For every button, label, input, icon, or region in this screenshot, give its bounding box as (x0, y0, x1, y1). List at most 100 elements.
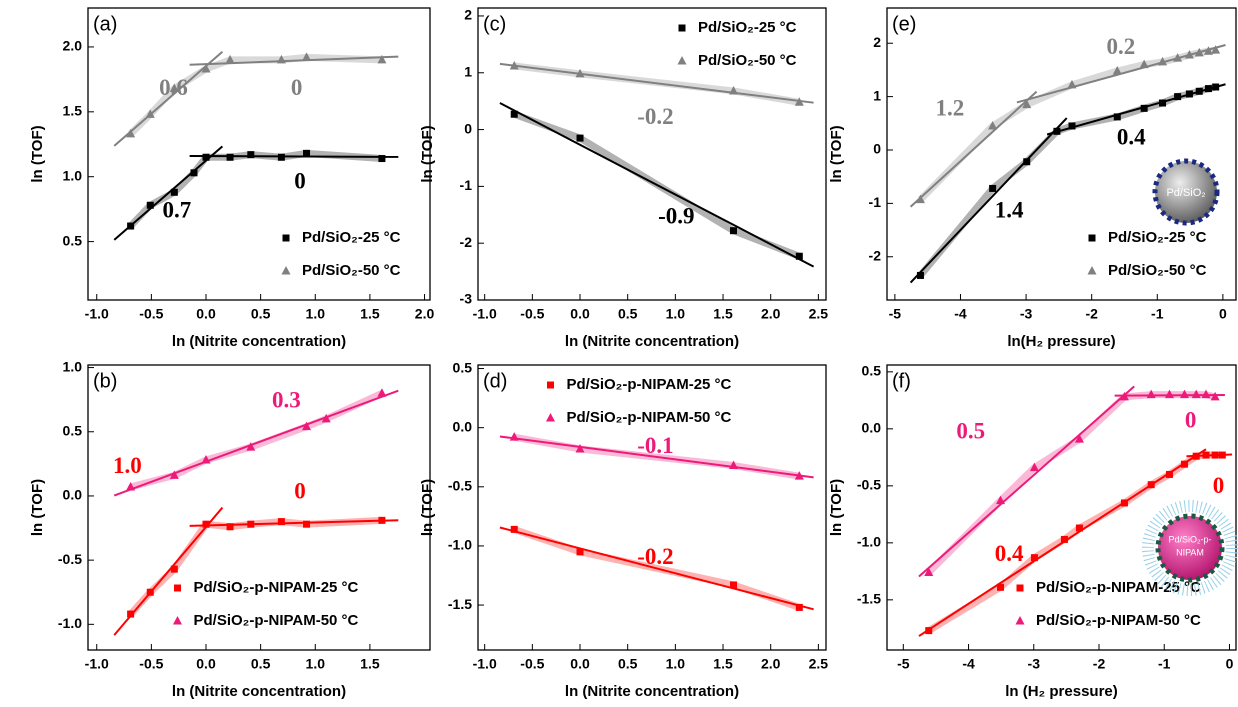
y-axis-label: ln (TOF) (828, 479, 845, 536)
legend-entry: Pd/SiO₂-50 °C (698, 52, 797, 69)
legend-label: Pd/SiO₂-p-NIPAM-50 °C (1036, 612, 1201, 629)
marker (1060, 535, 1068, 543)
legend-label: Pd/SiO₂-p-NIPAM-25 °C (194, 579, 359, 596)
legend-entry: Pd/SiO₂-50 °C (1108, 262, 1207, 279)
marker (1075, 524, 1083, 532)
y-tick-label: -2 (460, 234, 473, 250)
marker (247, 151, 255, 159)
slope-label: -0.2 (637, 544, 673, 569)
marker (1088, 234, 1096, 242)
slope-label: 0.5 (956, 419, 985, 444)
marker (1053, 127, 1061, 135)
x-tick-label: -2 (1093, 656, 1106, 672)
marker (1212, 83, 1220, 91)
legend-label: Pd/SiO₂-p-NIPAM-25 °C (1036, 579, 1201, 596)
marker (1202, 451, 1210, 459)
y-tick-label: -0.5 (857, 477, 881, 493)
x-tick-label: 1.5 (713, 656, 733, 672)
marker (225, 54, 235, 64)
marker (1204, 85, 1212, 93)
marker (377, 54, 387, 64)
legend-entry: Pd/SiO₂-p-NIPAM-25 °C (194, 579, 359, 596)
y-tick-label: 0.5 (453, 359, 473, 375)
y-tick-label: -1.0 (857, 534, 881, 550)
y-tick-label: 0 (464, 120, 472, 136)
x-tick-label: -5 (889, 306, 902, 322)
marker (1201, 389, 1211, 399)
x-axis-label: ln (Nitrite concentration) (565, 333, 739, 350)
y-tick-label: -1.5 (857, 591, 881, 607)
x-tick-label: 1.5 (360, 306, 380, 322)
legend-label: Pd/SiO₂-25 °C (1108, 229, 1207, 246)
marker (303, 520, 311, 528)
x-tick-label: 1.0 (306, 656, 326, 672)
x-axis-label: ln (Nitrite concentration) (172, 333, 346, 350)
x-tick-label: 1.5 (713, 306, 733, 322)
x-axis-label: ln (Nitrite concentration) (565, 683, 739, 700)
x-tick-label: 0.5 (618, 656, 638, 672)
marker (576, 548, 584, 556)
legend-label: Pd/SiO₂-p-NIPAM-50 °C (194, 612, 359, 629)
y-tick-label: 0.5 (63, 232, 83, 248)
marker (201, 63, 211, 73)
legend-label: Pd/SiO₂-25 °C (302, 229, 401, 246)
slope-label: 0 (1213, 473, 1225, 498)
legend-entry: Pd/SiO₂-p-NIPAM-50 °C (194, 612, 359, 629)
legend-entry: Pd/SiO₂-50 °C (302, 262, 401, 279)
plot-frame (886, 7, 1237, 301)
panel-label: (c) (483, 13, 506, 35)
y-tick-label: 1.0 (63, 167, 83, 183)
marker (302, 52, 312, 61)
fit-line (189, 55, 399, 66)
legend-entry: Pd/SiO₂-p-NIPAM-25 °C (1036, 579, 1201, 596)
marker (1074, 434, 1084, 443)
marker (1195, 87, 1203, 95)
slope-label: -0.1 (637, 433, 673, 458)
y-tick-label: -1.0 (58, 615, 82, 631)
marker (201, 455, 211, 464)
marker (730, 227, 738, 235)
marker (169, 470, 179, 479)
x-tick-label: -0.5 (520, 656, 544, 672)
panel-label: (a) (93, 13, 117, 35)
marker (1165, 470, 1173, 478)
y-tick-label: -0.5 (448, 478, 472, 494)
fit-line (189, 155, 399, 158)
marker (1023, 158, 1031, 166)
legend-entry: Pd/SiO₂-25 °C (302, 229, 401, 246)
y-tick-label: 2.0 (63, 38, 83, 54)
inset-sphere-f: Pd/SiO₂-p- NIPAM (1142, 500, 1238, 596)
x-tick-label: 2.0 (761, 306, 781, 322)
x-tick-label: 0.0 (196, 306, 216, 322)
y-tick-label: -1 (869, 194, 882, 210)
marker (1184, 49, 1194, 59)
marker (1191, 389, 1201, 399)
fit-line (918, 385, 1135, 578)
y-tick-label: 0.5 (862, 363, 882, 379)
x-tick-label: 0.0 (196, 656, 216, 672)
plot-frame (87, 7, 431, 301)
marker (226, 153, 234, 161)
inset-label: Pd/SiO₂ (1166, 187, 1205, 199)
marker (1218, 451, 1226, 459)
x-tick-label: -1.0 (473, 306, 497, 322)
y-tick-label: 1.0 (63, 358, 83, 374)
marker (509, 432, 519, 441)
y-axis-label: ln (TOF) (419, 479, 436, 536)
y-tick-label: -1.5 (448, 596, 472, 612)
marker (1158, 56, 1168, 66)
legend-entry: Pd/SiO₂-25 °C (1108, 229, 1207, 246)
x-tick-label: -0.5 (139, 656, 163, 672)
y-tick-label: 2 (464, 7, 472, 23)
marker (1120, 499, 1128, 507)
slope-label: 0.4 (995, 541, 1024, 566)
marker (1087, 266, 1097, 275)
marker (729, 85, 739, 95)
marker (1179, 389, 1189, 399)
marker (546, 413, 555, 422)
slope-label: 0.6 (159, 75, 188, 100)
slope-label: 1.0 (113, 453, 142, 478)
x-axis-label: ln(H₂ pressure) (1007, 333, 1115, 350)
fit-line (113, 389, 399, 497)
